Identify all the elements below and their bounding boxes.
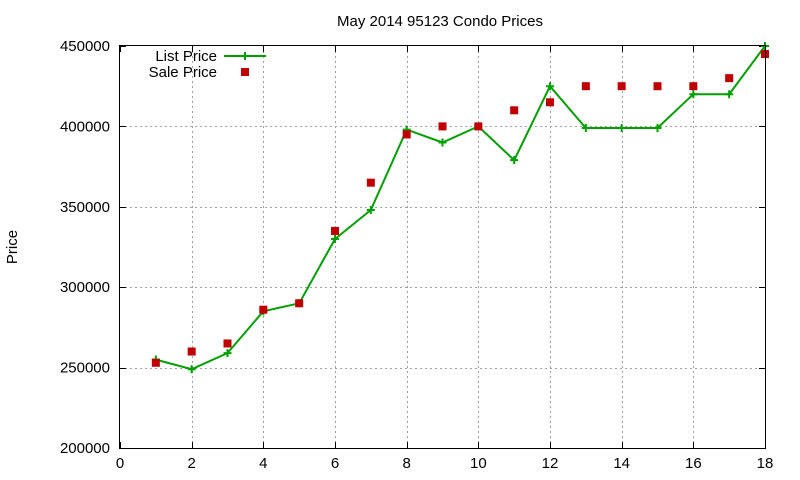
sale-price-point: [402, 130, 411, 139]
sale-price-point: [581, 82, 590, 91]
legend-marker-list-price: [241, 52, 249, 60]
sale-price-point: [653, 82, 662, 91]
x-tick-label: 6: [331, 455, 339, 472]
list-price-point: [438, 138, 447, 147]
sale-price-point: [223, 339, 232, 348]
list-price-point: [653, 124, 662, 133]
list-price-point: [223, 349, 232, 358]
x-tick-label: 2: [187, 455, 195, 472]
y-tick-label: 250000: [60, 360, 110, 377]
y-tick-label: 350000: [60, 199, 110, 216]
x-tick-label: 0: [116, 455, 124, 472]
list-price-point: [725, 90, 734, 99]
legend: List Price Sale Price: [149, 48, 266, 81]
legend-label-list-price: List Price: [155, 48, 217, 65]
sale-price-point: [546, 98, 554, 107]
list-price-point: [510, 156, 519, 165]
sale-price-point: [331, 226, 339, 235]
sale-price-point: [510, 106, 519, 115]
tick-layer: 0 2 4 6 8 10 12 14 16 18 200000 250000 300000 350000 4…: [60, 38, 773, 472]
chart-title: May 2014 95123 Condo Prices: [337, 13, 543, 30]
sale-price-point: [689, 82, 698, 91]
x-tick-label: 18: [757, 455, 774, 472]
sale-price-point: [366, 178, 375, 187]
x-tick-label: 10: [470, 455, 487, 472]
sale-price-point: [259, 305, 268, 314]
list-price-point: [546, 82, 554, 91]
sale-price-point: [151, 358, 160, 367]
list-price-point: [689, 90, 698, 99]
x-tick-label: 14: [613, 455, 630, 472]
legend-marker-sale-price: [241, 68, 249, 76]
sale-price-point: [438, 122, 447, 131]
sale-price-point: [617, 82, 626, 91]
list-price-point: [366, 206, 375, 215]
y-tick-label: 300000: [60, 279, 110, 296]
y-tick-label: 200000: [60, 440, 110, 457]
sale-price-point: [295, 299, 304, 308]
x-tick-label: 4: [259, 455, 267, 472]
sale-price-point: [725, 74, 734, 83]
x-tick-label: 16: [685, 455, 702, 472]
x-tick-label: 12: [542, 455, 559, 472]
grid-layer: [120, 46, 765, 448]
list-price-point: [617, 124, 626, 133]
list-price-point: [581, 124, 590, 133]
list-price-point: [331, 234, 339, 243]
list-price-point: [187, 365, 196, 374]
sale-price-point: [187, 347, 196, 356]
y-tick-label: 400000: [60, 118, 110, 135]
sale-price-point: [474, 122, 483, 131]
y-axis-label: Price: [4, 230, 21, 264]
plot-frame: [119, 45, 766, 449]
list-price-line: [155, 45, 766, 371]
x-tick-label: 8: [402, 455, 410, 472]
y-tick-label: 450000: [60, 38, 110, 55]
legend-label-sale-price: Sale Price: [149, 64, 217, 81]
